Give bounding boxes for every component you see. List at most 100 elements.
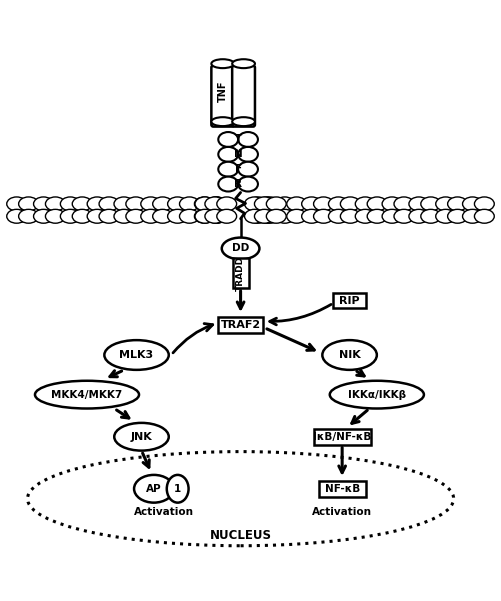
Ellipse shape bbox=[194, 197, 214, 211]
Text: IKKα/IKKβ: IKKα/IKKβ bbox=[348, 389, 406, 400]
Ellipse shape bbox=[255, 197, 274, 211]
Text: R: R bbox=[234, 179, 242, 189]
Text: AP: AP bbox=[146, 484, 162, 494]
Ellipse shape bbox=[287, 209, 307, 223]
Ellipse shape bbox=[248, 197, 268, 211]
Text: T: T bbox=[234, 135, 242, 144]
Text: MLK3: MLK3 bbox=[119, 350, 154, 360]
Ellipse shape bbox=[19, 209, 39, 223]
Ellipse shape bbox=[421, 209, 441, 223]
Ellipse shape bbox=[330, 381, 424, 409]
Ellipse shape bbox=[114, 423, 169, 451]
Ellipse shape bbox=[141, 209, 161, 223]
Ellipse shape bbox=[7, 197, 27, 211]
Ellipse shape bbox=[462, 209, 482, 223]
Ellipse shape bbox=[329, 197, 348, 211]
Text: IκB/NF-κB: IκB/NF-κB bbox=[313, 432, 371, 442]
Ellipse shape bbox=[207, 197, 227, 211]
Ellipse shape bbox=[238, 147, 258, 162]
Ellipse shape bbox=[382, 209, 402, 223]
Ellipse shape bbox=[72, 209, 92, 223]
Ellipse shape bbox=[260, 197, 280, 211]
Ellipse shape bbox=[267, 197, 286, 211]
Ellipse shape bbox=[99, 209, 119, 223]
Ellipse shape bbox=[257, 209, 276, 223]
Ellipse shape bbox=[34, 209, 54, 223]
Ellipse shape bbox=[211, 117, 234, 126]
Bar bbox=[314, 429, 371, 445]
Text: TRAF2: TRAF2 bbox=[220, 320, 261, 331]
Ellipse shape bbox=[153, 197, 172, 211]
Ellipse shape bbox=[287, 197, 307, 211]
Ellipse shape bbox=[340, 197, 360, 211]
Bar bbox=[319, 481, 366, 496]
Ellipse shape bbox=[206, 209, 226, 223]
Ellipse shape bbox=[447, 197, 467, 211]
Ellipse shape bbox=[260, 209, 280, 223]
Ellipse shape bbox=[238, 132, 258, 147]
Ellipse shape bbox=[194, 209, 214, 223]
Ellipse shape bbox=[314, 197, 333, 211]
Ellipse shape bbox=[238, 162, 258, 177]
Text: TRADD: TRADD bbox=[236, 255, 245, 291]
Ellipse shape bbox=[222, 237, 260, 260]
Ellipse shape bbox=[340, 209, 360, 223]
Text: NIK: NIK bbox=[339, 350, 360, 360]
Ellipse shape bbox=[87, 197, 107, 211]
Ellipse shape bbox=[206, 197, 226, 211]
Ellipse shape bbox=[217, 209, 236, 223]
Text: Activation: Activation bbox=[134, 507, 194, 517]
Ellipse shape bbox=[114, 209, 134, 223]
Ellipse shape bbox=[436, 209, 455, 223]
Ellipse shape bbox=[355, 197, 375, 211]
Ellipse shape bbox=[72, 197, 92, 211]
Ellipse shape bbox=[104, 340, 169, 370]
Ellipse shape bbox=[267, 209, 286, 223]
Ellipse shape bbox=[409, 209, 429, 223]
FancyBboxPatch shape bbox=[211, 66, 234, 127]
Ellipse shape bbox=[134, 475, 174, 502]
Text: N: N bbox=[234, 149, 242, 159]
Ellipse shape bbox=[207, 209, 227, 223]
Text: RIP: RIP bbox=[339, 296, 360, 305]
Ellipse shape bbox=[141, 197, 161, 211]
Text: Activation: Activation bbox=[312, 507, 372, 517]
Text: TNF: TNF bbox=[218, 81, 228, 102]
Ellipse shape bbox=[409, 197, 429, 211]
Ellipse shape bbox=[394, 197, 414, 211]
Ellipse shape bbox=[232, 59, 255, 68]
Ellipse shape bbox=[7, 209, 27, 223]
Ellipse shape bbox=[126, 197, 146, 211]
Ellipse shape bbox=[238, 177, 258, 192]
Ellipse shape bbox=[314, 209, 333, 223]
Ellipse shape bbox=[168, 209, 187, 223]
Ellipse shape bbox=[447, 209, 467, 223]
Ellipse shape bbox=[394, 209, 414, 223]
Ellipse shape bbox=[462, 197, 482, 211]
Text: 1: 1 bbox=[174, 484, 181, 494]
Ellipse shape bbox=[34, 197, 54, 211]
Ellipse shape bbox=[195, 209, 215, 223]
Ellipse shape bbox=[218, 147, 238, 162]
Ellipse shape bbox=[322, 340, 377, 370]
Ellipse shape bbox=[167, 475, 188, 502]
Ellipse shape bbox=[60, 209, 80, 223]
Ellipse shape bbox=[302, 209, 322, 223]
Bar bbox=[334, 293, 366, 308]
Ellipse shape bbox=[218, 177, 238, 192]
Ellipse shape bbox=[179, 197, 199, 211]
Bar bbox=[232, 258, 248, 288]
Ellipse shape bbox=[46, 209, 65, 223]
Ellipse shape bbox=[275, 209, 295, 223]
Ellipse shape bbox=[205, 209, 225, 223]
Ellipse shape bbox=[367, 197, 387, 211]
Ellipse shape bbox=[114, 197, 134, 211]
Ellipse shape bbox=[179, 209, 199, 223]
Bar bbox=[218, 317, 263, 333]
Ellipse shape bbox=[87, 209, 107, 223]
Ellipse shape bbox=[153, 209, 172, 223]
Ellipse shape bbox=[355, 209, 375, 223]
Ellipse shape bbox=[382, 197, 402, 211]
Ellipse shape bbox=[60, 197, 80, 211]
Ellipse shape bbox=[367, 209, 387, 223]
